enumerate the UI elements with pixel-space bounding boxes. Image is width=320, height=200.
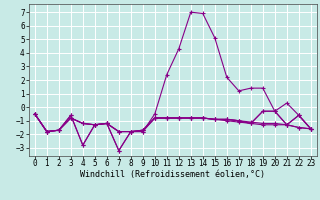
X-axis label: Windchill (Refroidissement éolien,°C): Windchill (Refroidissement éolien,°C)	[80, 170, 265, 179]
